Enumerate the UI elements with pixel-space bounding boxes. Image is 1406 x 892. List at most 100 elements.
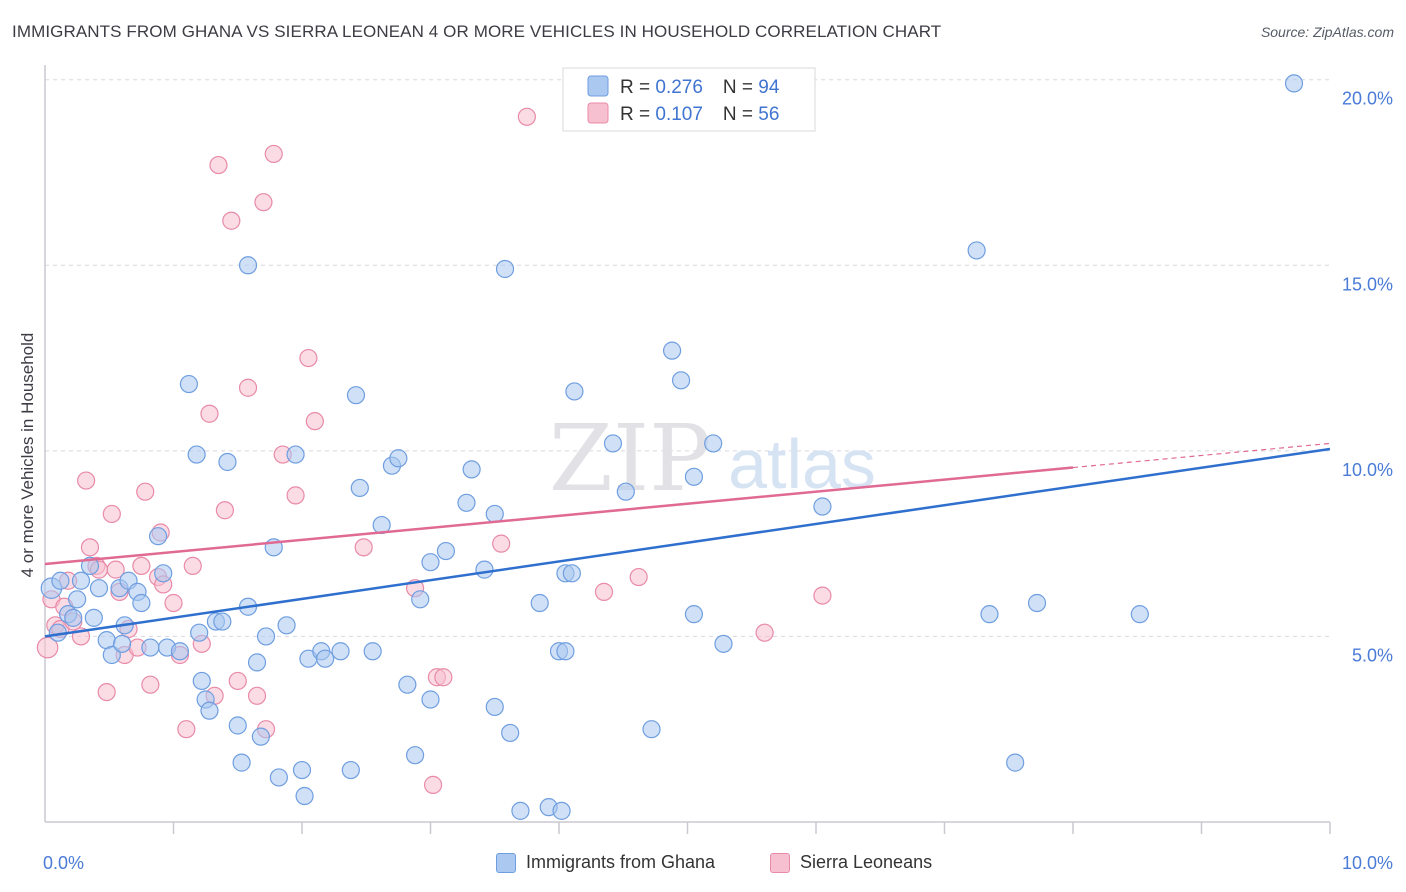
data-point: [642, 720, 661, 739]
data-point: [813, 586, 832, 605]
data-point: [565, 382, 584, 401]
data-point: [436, 541, 456, 561]
data-point: [264, 144, 283, 164]
data-point: [170, 642, 190, 661]
data-point: [684, 605, 704, 624]
data-point: [562, 564, 581, 583]
data-point: [1006, 753, 1025, 772]
data-point: [398, 675, 417, 694]
data-point: [192, 671, 211, 691]
bottom-legend-item-sierra: Sierra Leoneans: [770, 852, 932, 873]
data-point: [492, 534, 511, 553]
data-point: [457, 493, 476, 512]
data-point: [556, 642, 575, 661]
data-point: [405, 746, 425, 765]
data-point: [112, 634, 132, 653]
data-point: [136, 482, 155, 501]
data-point: [292, 760, 312, 780]
data-point: [154, 564, 173, 583]
data-point: [434, 668, 453, 687]
legend-r-label: R =: [620, 104, 655, 125]
data-point: [295, 786, 314, 806]
data-point: [616, 482, 635, 501]
bottom-legend-swatch-sierra: [770, 852, 790, 873]
data-point: [51, 571, 70, 590]
trend-lines: [44, 442, 1331, 638]
watermark: ZIP atlas: [549, 405, 876, 512]
data-point: [200, 701, 219, 720]
legend-r-value: 0.276: [655, 77, 703, 98]
data-point: [256, 627, 276, 646]
data-point: [80, 538, 100, 557]
data-point: [247, 686, 267, 705]
data-point: [495, 259, 515, 279]
data-point: [102, 504, 121, 524]
data-point: [68, 590, 87, 609]
data-point: [148, 527, 168, 546]
gridlines: [45, 79, 1330, 637]
data-point: [238, 378, 258, 397]
data-point: [209, 155, 228, 175]
data-point: [132, 556, 151, 576]
data-point: [179, 374, 199, 394]
data-point: [1284, 74, 1304, 93]
data-point: [1027, 593, 1047, 613]
legend-swatch-ghana: [587, 75, 609, 97]
data-point: [80, 556, 100, 576]
data-point: [594, 582, 614, 601]
legend-n-value: 56: [758, 104, 779, 125]
data-point: [671, 371, 691, 390]
data-point: [251, 727, 270, 746]
data-point: [714, 634, 733, 653]
data-point: [517, 107, 536, 126]
data-point: [71, 571, 91, 590]
data-point: [200, 404, 219, 423]
data-point: [485, 504, 504, 524]
data-point: [77, 471, 96, 490]
legend-row-ghana: R = 0.276 N = 94: [620, 77, 780, 98]
data-point: [132, 593, 151, 613]
data-point: [247, 653, 267, 672]
data-point: [684, 467, 704, 486]
data-point: [97, 682, 116, 702]
data-point: [286, 445, 305, 464]
data-point: [215, 501, 234, 520]
data-point: [629, 567, 648, 587]
data-point: [286, 486, 305, 505]
data-point: [346, 386, 366, 405]
data-point: [389, 449, 408, 468]
legend-swatch-sierra: [587, 102, 609, 124]
data-point: [341, 760, 360, 780]
data-point: [511, 801, 530, 820]
data-point: [254, 193, 273, 212]
data-point: [501, 723, 520, 743]
x-tick-label: 10.0%: [1342, 853, 1393, 873]
data-point: [552, 801, 571, 820]
trend-line-sierra-extrapolated: [1072, 442, 1331, 469]
legend-r-value: 0.107: [655, 104, 703, 125]
trend-line-ghana: [44, 447, 1331, 638]
data-point: [102, 645, 121, 665]
tick-labels: 5.0% 10.0% 15.0% 20.0% 0.0% 10.0%: [43, 89, 1393, 873]
source-credit: Source: ZipAtlas.com: [1260, 24, 1394, 40]
data-point: [485, 697, 504, 717]
data-point: [222, 211, 241, 230]
data-point: [228, 716, 247, 735]
data-point: [411, 590, 430, 609]
legend-n-value: 94: [758, 77, 780, 98]
data-point: [305, 412, 324, 431]
data-point: [89, 579, 109, 598]
data-point: [423, 775, 443, 794]
watermark-atlas: atlas: [728, 425, 876, 503]
data-point: [183, 556, 202, 576]
data-point: [980, 605, 999, 624]
data-point: [967, 241, 986, 260]
data-point: [177, 720, 196, 739]
data-point: [299, 348, 318, 368]
data-point: [218, 452, 237, 472]
series-ghana-points: [40, 74, 1304, 820]
series-sierra-leoneans-points: [36, 107, 832, 794]
data-point: [354, 538, 373, 557]
data-point: [603, 434, 623, 453]
